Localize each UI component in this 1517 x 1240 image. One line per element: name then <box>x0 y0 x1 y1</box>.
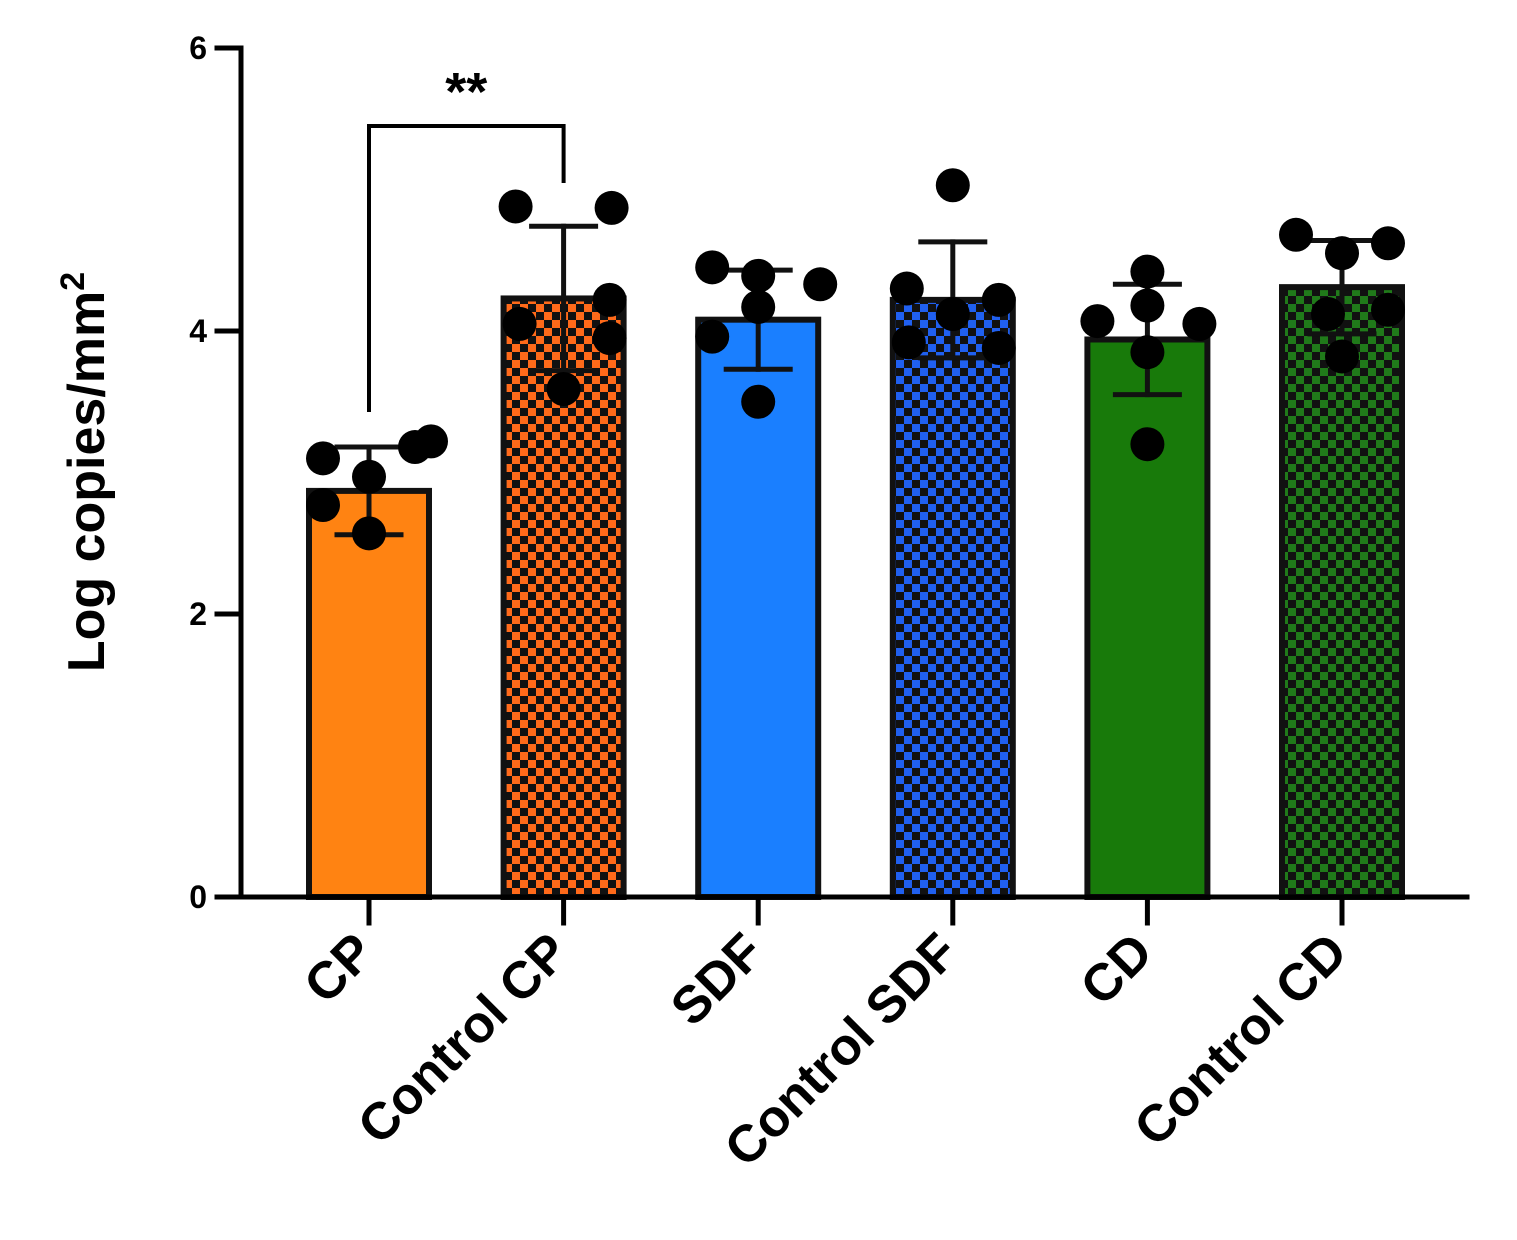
data-point <box>741 258 776 293</box>
x-tick-label: Control CD <box>1123 922 1358 1157</box>
data-points-group <box>306 168 1405 551</box>
y-tick-label: 2 <box>189 596 207 632</box>
data-point <box>414 424 448 459</box>
data-point <box>741 384 776 419</box>
data-point <box>306 441 340 476</box>
data-point <box>1130 427 1165 462</box>
data-point <box>352 459 386 494</box>
significance-group: ** <box>367 62 566 412</box>
data-point <box>594 190 629 225</box>
data-point <box>1279 217 1313 252</box>
data-point <box>1311 297 1345 332</box>
bar-control-sdf <box>889 296 1016 900</box>
data-point <box>889 271 924 306</box>
data-point <box>695 319 730 354</box>
data-point <box>592 282 627 317</box>
data-point <box>352 516 386 551</box>
data-point <box>1371 226 1405 261</box>
data-point <box>891 325 926 360</box>
bars-group <box>306 284 1405 900</box>
x-tick-label: SDF <box>660 922 775 1037</box>
error-bar <box>529 223 599 374</box>
data-point <box>306 488 340 523</box>
data-point <box>498 189 533 224</box>
data-point <box>981 282 1016 317</box>
data-point <box>1371 292 1405 327</box>
data-point <box>1130 335 1165 370</box>
bar-cp <box>306 487 432 900</box>
data-point <box>803 267 838 302</box>
significance-bracket <box>367 124 566 412</box>
data-point <box>695 250 730 285</box>
data-point <box>935 297 970 332</box>
x-tick-label: Control CP <box>347 922 580 1155</box>
y-tick-label: 6 <box>189 30 207 66</box>
x-tick-label: CP <box>293 922 385 1014</box>
data-point <box>741 289 776 324</box>
data-point <box>935 168 970 203</box>
y-tick-label: 4 <box>189 313 207 349</box>
data-point <box>1130 288 1165 323</box>
data-point <box>1325 339 1359 374</box>
data-point <box>1182 306 1217 341</box>
data-point <box>546 372 581 407</box>
y-axis-label-text: Log copies/mm <box>58 291 116 672</box>
error-bars-group <box>334 223 1377 538</box>
significance-label: ** <box>445 62 487 122</box>
y-axis-label-superscript: 2 <box>54 272 92 291</box>
bar-cd <box>1084 336 1211 900</box>
data-point <box>1080 304 1115 339</box>
data-point <box>1325 236 1359 271</box>
y-axis-label: Log copies/mm2 <box>54 272 116 672</box>
data-point <box>981 330 1016 365</box>
y-tick-label: 0 <box>189 879 207 915</box>
data-point <box>502 306 537 341</box>
x-tick-label: CD <box>1070 922 1164 1016</box>
data-point <box>1130 254 1165 289</box>
bar-control-cd <box>1279 284 1405 900</box>
data-point <box>592 321 627 356</box>
